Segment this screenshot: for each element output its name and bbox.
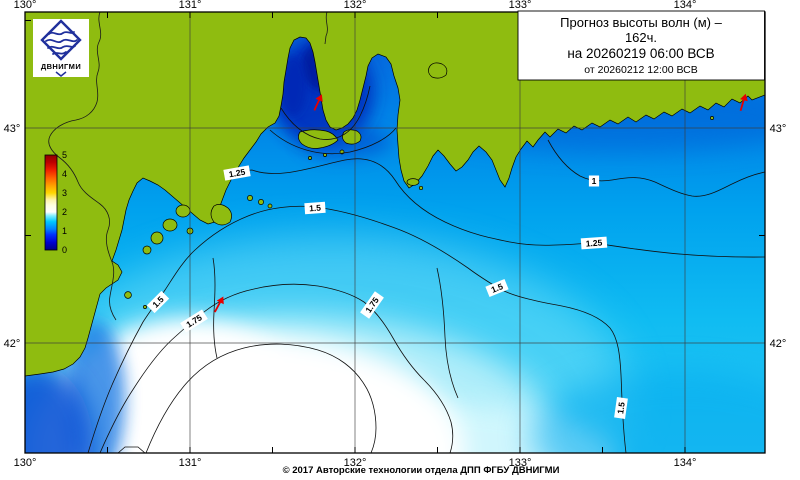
title-box: Прогноз высоты волн (м) – 162ч. на 20260… [517, 10, 765, 81]
axis-labels: 130° 130° 131° 131° 132° 132° 133° 133° 134° 134°… [4, 0, 787, 469]
lon-label-top: 132° [344, 0, 367, 11]
forecast-title: Прогноз высоты волн (м) – [560, 15, 722, 30]
legend-gradient-bar [44, 154, 58, 251]
sea-shade-se [530, 370, 765, 453]
isoline-label: 1.5 [614, 397, 628, 419]
lon-label-bottom: 134° [674, 457, 697, 469]
isoline-bay-inner [280, 85, 371, 140]
river-line-bay-head [324, 12, 328, 45]
lon-label-bottom: 132° [344, 457, 367, 469]
logo-chevron-icon [55, 71, 67, 77]
mainland-coast [25, 12, 765, 377]
islands [124, 62, 714, 309]
lon-label-bottom: 133° [509, 457, 532, 469]
forecast-issue-time: от 20260212 12:00 ВСВ [584, 64, 697, 76]
legend-colorbar: 5 4 3 2 1 0 [44, 150, 67, 255]
isoline-fragment-b [212, 257, 218, 359]
forecast-valid-time: на 20260219 06:00 ВСВ [567, 46, 714, 61]
isoline-label: 1.5 [304, 201, 326, 215]
isoline-inner [145, 343, 377, 453]
svg-text:1.25: 1.25 [585, 237, 602, 248]
lon-label-bottom: 131° [179, 457, 202, 469]
legend-value: 4 [62, 169, 67, 179]
legend-value: 3 [62, 188, 67, 198]
legend-value: 1 [62, 226, 67, 236]
sea-white-zone-core [67, 320, 303, 453]
lat-label-right: 43° [770, 123, 787, 135]
isoline-label: 1.5 [485, 279, 509, 297]
isoline-fragment-a [117, 446, 146, 453]
svg-text:1.5: 1.5 [490, 281, 505, 295]
lon-label-top: 134° [674, 0, 697, 11]
isoline-label: 1.25 [580, 236, 608, 250]
isoline-1 [547, 139, 765, 197]
forecast-lead-hours: 162ч. [625, 30, 657, 45]
isoline-1-5 [87, 205, 627, 453]
isoline-label: 1.25 [223, 165, 251, 181]
svg-text:1.25: 1.25 [228, 167, 246, 180]
wave-direction-arrow-icon [313, 94, 323, 111]
svg-text:1.5: 1.5 [615, 401, 627, 414]
isoline-fragment-c [436, 267, 459, 399]
svg-text:1: 1 [592, 176, 597, 186]
lon-label-top: 133° [509, 0, 532, 11]
land [25, 12, 765, 377]
lat-label-left: 42° [4, 338, 21, 350]
isoline-bay-mouth [269, 127, 397, 155]
wave-direction-arrows [214, 93, 748, 313]
lon-label-top: 131° [179, 0, 202, 11]
lat-label-right: 42° [770, 338, 787, 350]
legend-value: 2 [62, 207, 67, 217]
lat-label-left: 43° [4, 123, 21, 135]
isoline-label: 1 [588, 175, 600, 187]
river-line-west [48, 12, 117, 321]
logo-waves-icon [45, 31, 78, 55]
isoline-value-labels: 1.251.511.251.51.751.51.751.5 [146, 165, 628, 419]
title-box-background [517, 10, 765, 81]
wave-direction-arrow-icon [214, 296, 224, 313]
lon-label-top: 130° [14, 0, 37, 11]
lon-label-bottom: 130° [14, 457, 37, 469]
wave-direction-arrow-icon [739, 93, 748, 112]
legend-value: 5 [62, 150, 67, 160]
svg-text:1.5: 1.5 [309, 203, 322, 214]
copyright-text: © 2017 Авторские технологии отдела ДПП Ф… [283, 465, 560, 476]
logo: ДВНИГМИ [33, 19, 89, 77]
sea-shade-sw-corner [25, 365, 93, 453]
logo-title: ДВНИГМИ [41, 62, 81, 71]
legend-value: 0 [62, 245, 67, 255]
legend-value-labels: 5 4 3 2 1 0 [62, 150, 67, 255]
map-frame [24, 11, 766, 454]
isoline-1-75 [99, 283, 454, 453]
